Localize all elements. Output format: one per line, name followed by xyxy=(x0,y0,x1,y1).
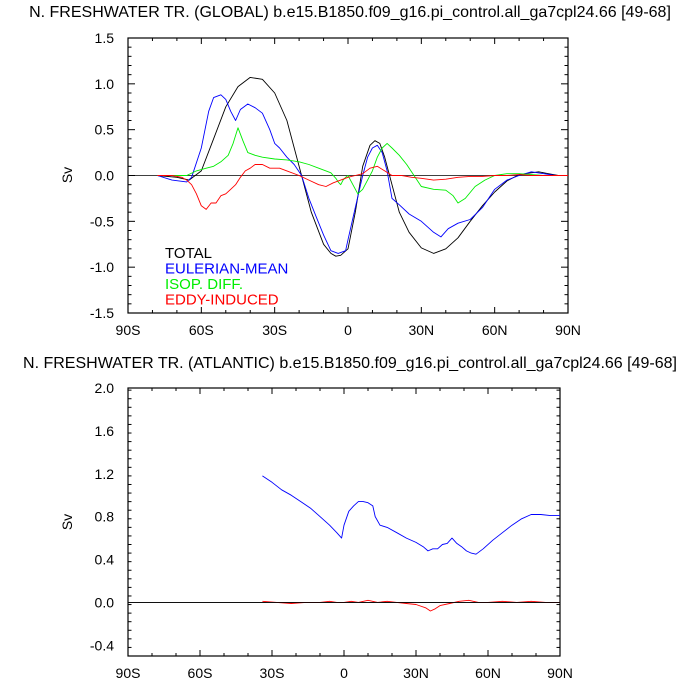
global-y-tick-label: 0.0 xyxy=(95,168,115,184)
atlantic-y-axis-label: Sv xyxy=(59,514,75,530)
atlantic-y-tick-label: 0.4 xyxy=(95,552,115,568)
atlantic-y-tick-label: 2.0 xyxy=(95,380,115,396)
global-x-tick-label: 30S xyxy=(262,322,287,338)
global-x-tick-label: 60N xyxy=(482,322,508,338)
atlantic-chart-title: N. FRESHWATER TR. (ATLANTIC) b.e15.B1850… xyxy=(23,355,677,372)
atlantic-x-tick-label: 0 xyxy=(340,665,348,681)
global-y-tick-label: -1.5 xyxy=(90,305,114,321)
atlantic-series-series-1-line xyxy=(262,599,560,612)
global-y-tick-label: 0.5 xyxy=(95,122,115,138)
atlantic-plot-frame xyxy=(127,387,561,657)
atlantic-x-tick-label: 60S xyxy=(188,665,213,681)
atlantic-y-tick-label: -0.4 xyxy=(90,637,114,653)
atlantic-series-series-0-line xyxy=(262,475,560,555)
global-series-total-line xyxy=(157,76,568,257)
global-x-tick-label: 0 xyxy=(344,322,352,338)
legend-entry-eddy-induced: EDDY-INDUCED xyxy=(165,292,279,309)
atlantic-x-tick-label: 30S xyxy=(260,665,285,681)
global-y-tick-label: -1.0 xyxy=(90,259,114,275)
global-x-tick-label: 90N xyxy=(555,322,581,338)
legend-entry-eulerian-mean: EULERIAN-MEAN xyxy=(165,261,288,278)
global-panel: N. FRESHWATER TR. (GLOBAL) b.e15.B1850.f… xyxy=(29,4,671,338)
legend-entry-isop-diff: ISOP. DIFF. xyxy=(165,276,243,293)
atlantic-x-tick-label: 90N xyxy=(547,665,573,681)
global-x-tick-label: 90S xyxy=(116,322,141,338)
global-y-tick-label: 1.5 xyxy=(95,30,115,46)
global-y-tick-label: -0.5 xyxy=(90,213,114,229)
legend-entry-total: TOTAL xyxy=(165,245,212,262)
global-series-eddy-induced-line xyxy=(157,164,568,210)
atlantic-y-tick-label: 1.2 xyxy=(95,466,115,482)
atlantic-y-tick-label: 1.6 xyxy=(95,423,115,439)
atlantic-y-tick-label: 0.8 xyxy=(95,509,115,525)
global-chart-title: N. FRESHWATER TR. (GLOBAL) b.e15.B1850.f… xyxy=(29,4,671,21)
global-y-axis-label: Sv xyxy=(59,167,75,183)
atlantic-y-tick-label: 0.0 xyxy=(95,594,115,610)
global-series-eulerian-mean-line xyxy=(157,94,568,254)
atlantic-panel: N. FRESHWATER TR. (ATLANTIC) b.e15.B1850… xyxy=(23,355,677,681)
atlantic-x-tick-label: 60N xyxy=(475,665,501,681)
global-y-tick-label: 1.0 xyxy=(95,76,115,92)
global-x-tick-label: 30N xyxy=(408,322,434,338)
global-series-isop-diff-line xyxy=(157,127,568,204)
atlantic-x-tick-label: 90S xyxy=(116,665,141,681)
global-x-tick-label: 60S xyxy=(189,322,214,338)
atlantic-x-tick-label: 30N xyxy=(403,665,429,681)
